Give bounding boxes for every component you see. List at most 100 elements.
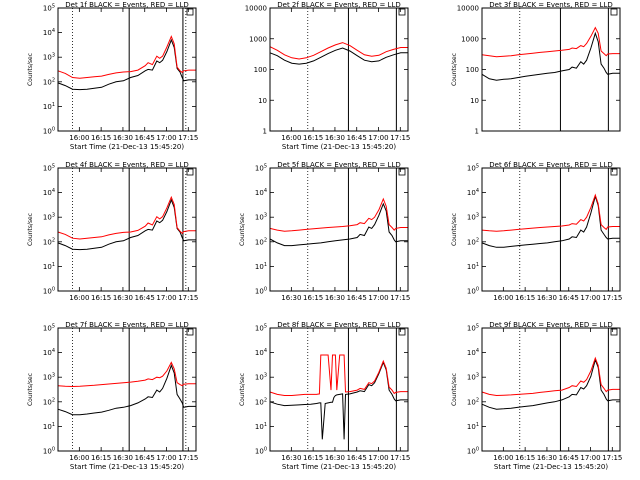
x-tick-label: 16:00 — [69, 134, 89, 142]
x-tick-label: 17:15 — [178, 454, 198, 462]
y-axis-label: Counts/sec — [239, 373, 246, 406]
series-line-events — [481, 194, 620, 248]
x-tick-label: 16:15 — [515, 454, 535, 462]
y-tick-label: 10000 — [457, 5, 479, 13]
legend-box-icon — [610, 328, 618, 336]
x-tick-label: 16:45 — [559, 294, 579, 302]
y-tick-label: 103 — [43, 213, 55, 222]
series-line-events — [269, 202, 408, 247]
x-tick-label: 16:30 — [325, 134, 345, 142]
x-tick-label: 16:30 — [113, 294, 133, 302]
x-tick-label: 16:30 — [113, 134, 133, 142]
x-tick-label: 16:00 — [493, 454, 513, 462]
y-tick-label: 105 — [467, 164, 479, 173]
panel-det-4: Det 4f BLACK = Events, RED = LLD 100 101 10… — [27, 161, 198, 302]
y-tick-label: 101 — [43, 422, 55, 431]
y-axis-label: Counts/sec — [451, 373, 458, 406]
y-tick-label: 103 — [43, 53, 55, 62]
plot-frame — [481, 327, 621, 452]
y-tick-label: 103 — [467, 213, 479, 222]
x-tick-label: 16:45 — [347, 454, 367, 462]
legend-box-icon — [186, 328, 194, 336]
y-tick-label: 104 — [467, 188, 479, 197]
x-tick-label: 17:15 — [602, 294, 622, 302]
y-tick-label: 103 — [467, 373, 479, 382]
x-axis-label: Start Time (21-Dec-13 15:45:20) — [494, 463, 608, 471]
x-tick-label: 16:30 — [113, 454, 133, 462]
x-tick-label: 17:15 — [602, 454, 622, 462]
series-line-lld — [57, 35, 196, 79]
panel-title: Det 2f BLACK = Events, RED = LLD — [277, 1, 400, 9]
x-tick-label: 17:00 — [368, 454, 388, 462]
y-tick-label: 100 — [43, 127, 55, 136]
x-tick-label: 17:15 — [178, 134, 198, 142]
y-tick-label: 104 — [43, 188, 55, 197]
x-tick-label: 16:30 — [537, 454, 557, 462]
plot-frame — [57, 7, 197, 132]
x-tick-label: 16:30 — [325, 454, 345, 462]
y-tick-label: 101 — [43, 102, 55, 111]
panel-title: Det 3f BLACK = Events, RED = LLD — [489, 1, 612, 9]
x-tick-label: 17:00 — [580, 454, 600, 462]
x-tick-label: 17:00 — [156, 134, 176, 142]
series-line-events — [57, 364, 196, 416]
panel-det-1: Det 1f BLACK = Events, RED = LLD 100 101 10… — [27, 1, 198, 151]
y-tick-label: 105 — [43, 4, 55, 13]
x-tick-label: 16:15 — [91, 294, 111, 302]
y-tick-label: 105 — [467, 324, 479, 333]
y-tick-label: 101 — [467, 262, 479, 271]
panel-det-8: Det 8f BLACK = Events, RED = LLD 100 101 10… — [239, 321, 410, 471]
y-tick-label: 100 — [255, 287, 267, 296]
plot-frame — [57, 327, 197, 452]
legend-box-icon — [398, 328, 406, 336]
legend-box-icon — [186, 168, 194, 176]
series-line-events — [269, 361, 408, 440]
y-tick-label: 100 — [255, 447, 267, 456]
x-tick-label: 16:30 — [537, 294, 557, 302]
panel-title: Det 1f BLACK = Events, RED = LLD — [65, 1, 188, 9]
plot-frame — [481, 7, 621, 132]
series-line-lld — [57, 195, 196, 240]
series-line-events — [269, 47, 408, 65]
y-tick-label: 1 — [263, 128, 267, 136]
x-tick-label: 16:30 — [325, 294, 345, 302]
series-line-lld — [481, 193, 620, 232]
x-axis-label: Start Time (21-Dec-13 15:45:20) — [282, 463, 396, 471]
x-tick-label: 16:45 — [135, 134, 155, 142]
y-tick-label: 10000 — [245, 5, 267, 13]
y-tick-label: 104 — [255, 348, 267, 357]
panel-title: Det 9f BLACK = Events, RED = LLD — [489, 321, 612, 329]
panel-det-6: Det 6f BLACK = Events, RED = LLD 100 101 10… — [451, 161, 622, 302]
series-line-lld — [269, 42, 408, 60]
y-tick-label: 100 — [43, 447, 55, 456]
x-tick-label: 17:00 — [156, 294, 176, 302]
y-tick-label: 101 — [43, 262, 55, 271]
series-line-lld — [269, 197, 408, 232]
panel-det-2: Det 2f BLACK = Events, RED = LLD 1 10 100 10… — [245, 1, 411, 151]
panel-title: Det 5f BLACK = Events, RED = LLD — [277, 161, 400, 169]
y-tick-label: 102 — [43, 397, 55, 406]
y-tick-label: 104 — [467, 348, 479, 357]
y-tick-label: 102 — [255, 397, 267, 406]
x-tick-label: 16:15 — [303, 134, 323, 142]
y-tick-label: 100 — [467, 447, 479, 456]
y-tick-label: 102 — [255, 237, 267, 246]
y-tick-label: 1000 — [249, 35, 267, 43]
y-tick-label: 100 — [43, 287, 55, 296]
y-tick-label: 1000 — [461, 35, 479, 43]
legend-box-icon — [398, 168, 406, 176]
y-tick-label: 105 — [255, 324, 267, 333]
x-tick-label: 16:15 — [515, 294, 535, 302]
plot-frame — [269, 327, 409, 452]
x-tick-label: 17:00 — [156, 454, 176, 462]
y-tick-label: 104 — [43, 28, 55, 37]
x-tick-label: 16:15 — [303, 454, 323, 462]
x-tick-label: 16:00 — [69, 454, 89, 462]
panel-title: Det 6f BLACK = Events, RED = LLD — [489, 161, 612, 169]
legend-box-icon — [610, 8, 618, 16]
x-tick-label: 16:45 — [347, 134, 367, 142]
panel-det-7: Det 7f BLACK = Events, RED = LLD 100 101 10… — [27, 321, 198, 471]
plot-frame — [269, 7, 409, 132]
series-line-lld — [57, 361, 196, 388]
